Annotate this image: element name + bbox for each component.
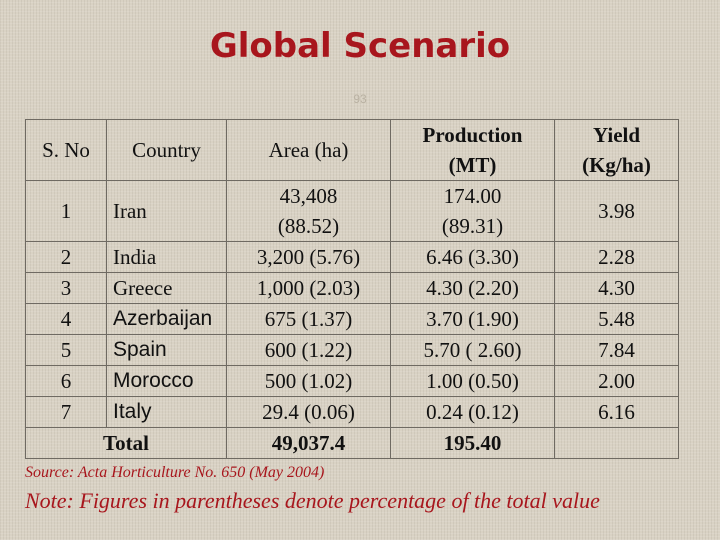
cell-production: 6.46 (3.30) [390,241,555,273]
header-production-line-1: Production [422,123,523,147]
cell-area: 600 (1.22) [226,334,391,366]
table-row: 4 Azerbaijan 675 (1.37) 3.70 (1.90) 5.48 [25,303,679,335]
cell-country: Greece [106,272,227,304]
table-row: 7 Italy 29.4 (0.06) 0.24 (0.12) 6.16 [25,396,679,428]
header-country-label: Country [132,138,201,162]
header-area-label: Area (ha) [268,138,349,162]
total-production: 195.40 [390,427,555,459]
cell-yield: 3.98 [554,180,679,242]
source-citation: Source: Acta Horticulture No. 650 (May 2… [25,464,325,481]
cell-yield: 2.28 [554,241,679,273]
header-yield: Yield (Kg/ha) [554,119,679,181]
cell-area: 1,000 (2.03) [226,272,391,304]
cell-area-line-1: 43,408 [279,184,338,208]
cell-sno: 3 [25,272,107,304]
cell-sno: 1 [25,180,107,242]
table-row: 1 Iran 43,408 (88.52) 174.00 (89.31) 3.9… [25,180,679,242]
cell-production: 3.70 (1.90) [390,303,555,335]
cell-sno: 2 [25,241,107,273]
header-production: Production (MT) [390,119,555,181]
slide-number: 93 [353,92,367,106]
cell-area: 43,408 (88.52) [226,180,391,242]
cell-area-line-2: (88.52) [277,214,340,238]
cell-production: 174.00 (89.31) [390,180,555,242]
header-row: S. No Country Area (ha) Production (MT) … [25,119,679,181]
cell-sno: 7 [25,396,107,428]
header-area: Area (ha) [226,119,391,181]
cell-production-line-1: 174.00 [443,184,502,208]
cell-production: 1.00 (0.50) [390,365,555,397]
cell-area: 29.4 (0.06) [226,396,391,428]
header-yield-line-2: (Kg/ha) [582,153,651,177]
total-label: Total [25,427,227,459]
cell-country: Azerbaijan [106,303,227,335]
data-table: S. No Country Area (ha) Production (MT) … [25,119,679,459]
table-row: 5 Spain 600 (1.22) 5.70 ( 2.60) 7.84 [25,334,679,366]
total-row: Total 49,037.4 195.40 [25,427,679,459]
cell-sno: 4 [25,303,107,335]
header-yield-line-1: Yield [592,123,641,147]
cell-yield: 2.00 [554,365,679,397]
slide-title: Global Scenario [209,26,511,66]
cell-sno: 6 [25,365,107,397]
cell-production: 4.30 (2.20) [390,272,555,304]
cell-production-line-2: (89.31) [441,214,504,238]
cell-production: 0.24 (0.12) [390,396,555,428]
cell-production: 5.70 ( 2.60) [390,334,555,366]
cell-area: 500 (1.02) [226,365,391,397]
total-yield [554,427,679,459]
table-row: 2 India 3,200 (5.76) 6.46 (3.30) 2.28 [25,241,679,273]
cell-country: Italy [106,396,227,428]
table-row: 6 Morocco 500 (1.02) 1.00 (0.50) 2.00 [25,365,679,397]
header-sno-label: S. No [42,138,90,162]
cell-area: 675 (1.37) [226,303,391,335]
cell-country: Morocco [106,365,227,397]
cell-yield: 5.48 [554,303,679,335]
cell-country: Spain [106,334,227,366]
cell-yield: 7.84 [554,334,679,366]
cell-sno: 5 [25,334,107,366]
cell-area: 3,200 (5.76) [226,241,391,273]
header-sno: S. No [25,119,107,181]
footnote: Note: Figures in parentheses denote perc… [25,488,600,513]
header-production-line-2: (MT) [448,153,497,177]
cell-yield: 6.16 [554,396,679,428]
total-area: 49,037.4 [226,427,391,459]
cell-yield: 4.30 [554,272,679,304]
cell-country: India [106,241,227,273]
header-country: Country [106,119,227,181]
cell-country: Iran [106,180,227,242]
table-row: 3 Greece 1,000 (2.03) 4.30 (2.20) 4.30 [25,272,679,304]
